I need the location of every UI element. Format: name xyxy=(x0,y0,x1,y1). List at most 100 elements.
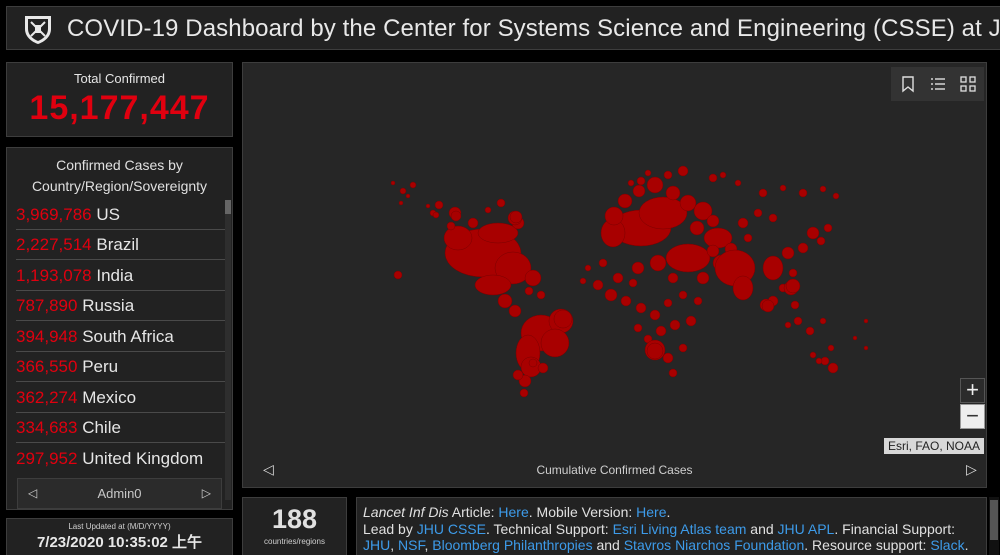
country-list-title-line1: Confirmed Cases by xyxy=(56,157,183,173)
map-bubble xyxy=(793,316,803,326)
chevron-left-icon[interactable]: ◁ xyxy=(28,486,38,500)
case-count: 366,550 xyxy=(16,357,78,376)
list-item[interactable]: 362,274 Mexico xyxy=(16,383,231,413)
map-bubble xyxy=(805,326,815,336)
map-bubble xyxy=(399,187,407,195)
map-bubble xyxy=(633,323,643,333)
list-item[interactable]: 366,550 Peru xyxy=(16,352,231,382)
map-bubble xyxy=(662,352,674,364)
chevron-left-icon[interactable]: ◁ xyxy=(263,461,274,477)
list-item[interactable]: 394,948 South Africa xyxy=(16,322,231,352)
bloomberg-link[interactable]: Bloomberg Philanthropies xyxy=(432,537,593,553)
list-item[interactable]: 1,193,078 India xyxy=(16,261,231,291)
mobile-version-link[interactable]: Here xyxy=(636,504,667,520)
total-confirmed-card: Total Confirmed 15,177,447 xyxy=(6,62,233,137)
country-name: Russia xyxy=(82,296,135,315)
map-bubble xyxy=(484,206,492,214)
map-bubble xyxy=(679,194,697,212)
esri-living-atlas-link[interactable]: Esri Living Atlas team xyxy=(612,520,747,537)
map-bubble xyxy=(753,208,763,218)
map-bubble xyxy=(496,198,506,208)
map-bubble xyxy=(553,309,573,329)
jhu-csse-link[interactable]: JHU CSSE xyxy=(416,520,486,537)
map-bubble xyxy=(667,272,679,284)
country-list-panel: Confirmed Cases by Country/Region/Sovere… xyxy=(6,147,233,510)
info-text-segment: . xyxy=(964,537,969,553)
list-item[interactable]: 2,227,514 Brazil xyxy=(16,230,231,260)
map-bubble-cluster xyxy=(732,275,754,301)
zoom-in-button[interactable]: + xyxy=(960,378,985,403)
map-bubble xyxy=(785,278,801,294)
country-name: Mexico xyxy=(82,388,137,407)
map-bubble xyxy=(612,272,624,284)
journal-name: Lancet Inf Dis xyxy=(363,504,449,520)
map-bubble xyxy=(665,185,681,201)
case-count: 362,274 xyxy=(16,388,78,407)
map-bubble xyxy=(524,286,534,296)
nsf-link[interactable]: NSF xyxy=(398,537,425,553)
stavros-niarchos-link[interactable]: Stavros Niarchos Foundation xyxy=(623,537,805,553)
dashboard-title: COVID-19 Dashboard by the Center for Sys… xyxy=(67,15,1000,42)
chevron-right-icon[interactable]: ▷ xyxy=(201,486,211,500)
case-count: 297,952 xyxy=(16,449,78,468)
map-bubble xyxy=(819,185,827,193)
map-bubble xyxy=(646,176,664,194)
list-scroll-thumb[interactable] xyxy=(225,200,231,214)
map-bubble xyxy=(620,295,632,307)
map-bubble xyxy=(863,345,869,351)
map-bubble xyxy=(635,302,647,314)
country-name: Chile xyxy=(82,418,121,437)
list-item[interactable]: 3,969,786 US xyxy=(16,200,231,230)
bookmark-icon[interactable] xyxy=(898,74,918,94)
qr-grid-icon[interactable] xyxy=(958,74,978,94)
map-bubble xyxy=(781,246,795,260)
jhu-shield-logo xyxy=(25,16,51,44)
map-bubble xyxy=(393,270,403,280)
map-bubble xyxy=(636,176,646,186)
map-bubble xyxy=(706,244,720,258)
jhu-apl-link[interactable]: JHU APL xyxy=(777,520,835,537)
map-bubble xyxy=(706,214,720,228)
list-item[interactable]: 334,683 Chile xyxy=(16,413,231,443)
list-icon[interactable] xyxy=(928,74,948,94)
zoom-out-button[interactable]: − xyxy=(960,404,985,429)
article-link[interactable]: Here xyxy=(498,504,529,520)
map-bubble xyxy=(863,318,869,324)
list-item[interactable]: 297,952 United Kingdom xyxy=(16,444,231,474)
map-bubble xyxy=(798,188,808,198)
case-count: 334,683 xyxy=(16,418,78,437)
map-bubble xyxy=(669,319,681,331)
map-bubble xyxy=(668,368,678,378)
info-text-segment: , xyxy=(390,537,399,553)
map-panel[interactable]: + − Esri, FAO, NOAA ◁ Cumulative Confirm… xyxy=(242,62,987,488)
map-bubble xyxy=(646,342,664,360)
countries-count-label: countries/regions xyxy=(264,537,325,546)
world-map[interactable] xyxy=(243,63,987,488)
map-bubble xyxy=(497,293,513,309)
map-bubble xyxy=(719,171,727,179)
info-text-segment: . xyxy=(666,504,671,520)
last-updated-card: Last Updated at (M/D/YYYY) 7/23/2020 10:… xyxy=(6,518,233,555)
map-bubble xyxy=(819,317,827,325)
map-caption: Cumulative Confirmed Cases xyxy=(536,463,693,477)
map-bubble xyxy=(823,223,833,233)
list-scrollbar[interactable] xyxy=(225,200,231,500)
map-bubble xyxy=(649,309,661,321)
chevron-right-icon[interactable]: ▷ xyxy=(966,461,977,477)
info-text-segment: and xyxy=(592,537,624,553)
slack-link[interactable]: Slack xyxy=(930,537,965,553)
map-bubble xyxy=(409,181,417,189)
map-bubble xyxy=(524,269,542,287)
map-bubble xyxy=(446,221,456,231)
info-text-segment: . Resource support: xyxy=(804,537,931,553)
map-bubble xyxy=(790,300,800,310)
jhu-link[interactable]: JHU xyxy=(363,537,391,553)
map-bubble xyxy=(784,321,792,329)
map-bubble xyxy=(827,362,839,374)
countries-count-card: 188 countries/regions xyxy=(242,497,347,555)
info-scroll-thumb[interactable] xyxy=(990,500,998,540)
info-text-segment: Article: xyxy=(448,504,499,520)
info-text-segment: . Technical Support: xyxy=(485,520,613,537)
case-count: 787,890 xyxy=(16,296,78,315)
list-item[interactable]: 787,890 Russia xyxy=(16,291,231,321)
